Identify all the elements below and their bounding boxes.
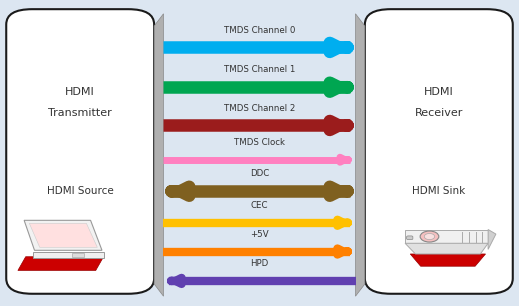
Polygon shape (29, 223, 98, 247)
Circle shape (420, 231, 439, 242)
Polygon shape (356, 14, 365, 296)
Polygon shape (488, 230, 496, 249)
Text: HDMI Source: HDMI Source (47, 186, 114, 196)
Text: HDMI: HDMI (424, 87, 454, 97)
Polygon shape (405, 230, 488, 243)
FancyBboxPatch shape (407, 236, 413, 240)
FancyBboxPatch shape (365, 9, 513, 294)
Text: DDC: DDC (250, 170, 269, 178)
Text: HPD: HPD (250, 259, 269, 268)
Polygon shape (154, 14, 163, 296)
Text: Transmitter: Transmitter (48, 108, 112, 118)
Text: +5V: +5V (250, 230, 269, 239)
Text: TMDS Channel 1: TMDS Channel 1 (224, 65, 295, 74)
Text: CEC: CEC (251, 201, 268, 210)
Text: TMDS Channel 0: TMDS Channel 0 (224, 26, 295, 35)
Polygon shape (18, 257, 104, 271)
Text: TMDS Clock: TMDS Clock (234, 138, 285, 147)
Polygon shape (33, 252, 104, 258)
Text: TMDS Channel 2: TMDS Channel 2 (224, 104, 295, 113)
Circle shape (424, 233, 434, 240)
Polygon shape (405, 243, 488, 254)
Text: HDMI: HDMI (65, 87, 95, 97)
Text: HDMI Sink: HDMI Sink (412, 186, 466, 196)
Polygon shape (24, 220, 102, 250)
Polygon shape (72, 253, 84, 257)
Text: Receiver: Receiver (415, 108, 463, 118)
FancyBboxPatch shape (6, 9, 154, 294)
Polygon shape (410, 254, 486, 266)
